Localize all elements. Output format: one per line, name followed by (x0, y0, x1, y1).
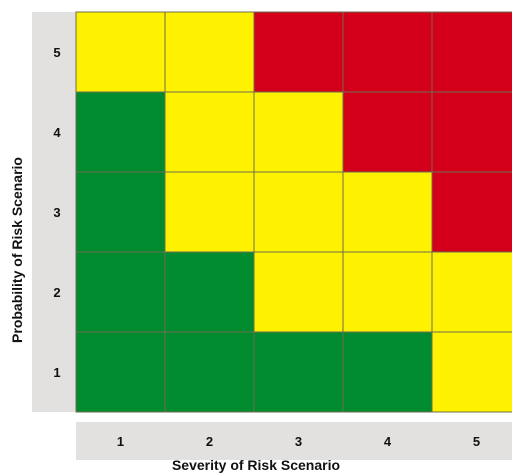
probability-tick-4: 4 (53, 125, 61, 140)
risk-cell-p2-s2-green (164, 251, 255, 333)
risk-cell-p5-s1-yellow (75, 11, 166, 93)
risk-cell-p5-s2-yellow (164, 11, 255, 93)
risk-cell-p5-s5-red (431, 11, 512, 93)
severity-tick-1: 1 (117, 434, 124, 449)
severity-tick-5: 5 (473, 434, 480, 449)
risk-cell-p3-s3-yellow (253, 171, 344, 253)
risk-cell-p3-s2-yellow (164, 171, 255, 253)
risk-cell-p5-s4-red (342, 11, 433, 93)
x-axis-title: Severity of Risk Scenario (172, 457, 340, 473)
risk-cell-p4-s2-yellow (164, 91, 255, 173)
risk-cell-p2-s3-yellow (253, 251, 344, 333)
probability-tick-5: 5 (53, 45, 60, 60)
risk-cell-p2-s5-yellow (431, 251, 512, 333)
risk-cell-p4-s5-red (431, 91, 512, 173)
risk-cell-p2-s4-yellow (342, 251, 433, 333)
risk-cell-p3-s4-yellow (342, 171, 433, 253)
risk-cell-p1-s5-yellow (431, 331, 512, 413)
risk-cell-p1-s1-green (75, 331, 166, 413)
severity-tick-4: 4 (384, 434, 392, 449)
risk-cell-p4-s1-green (75, 91, 166, 173)
y-axis-title: Probability of Risk Scenario (9, 157, 25, 343)
probability-tick-2: 2 (53, 285, 60, 300)
risk-cell-p1-s2-green (164, 331, 255, 413)
risk-cell-p4-s3-yellow (253, 91, 344, 173)
probability-ticks: 5 4 3 2 1 (53, 45, 61, 380)
severity-tick-2: 2 (206, 434, 213, 449)
risk-cells (75, 11, 512, 413)
probability-tick-3: 3 (53, 205, 60, 220)
risk-cell-p3-s5-red (431, 171, 512, 253)
probability-tick-1: 1 (53, 365, 60, 380)
x-axis-band (76, 422, 512, 460)
severity-tick-3: 3 (295, 434, 302, 449)
risk-cell-p1-s3-green (253, 331, 344, 413)
y-axis-band (32, 12, 76, 412)
risk-cell-p4-s4-red (342, 91, 433, 173)
severity-ticks: 1 2 3 4 5 (117, 434, 480, 449)
risk-cell-p5-s3-red (253, 11, 344, 93)
risk-cell-p2-s1-green (75, 251, 166, 333)
risk-cell-p3-s1-green (75, 171, 166, 253)
risk-cell-p1-s4-green (342, 331, 433, 413)
